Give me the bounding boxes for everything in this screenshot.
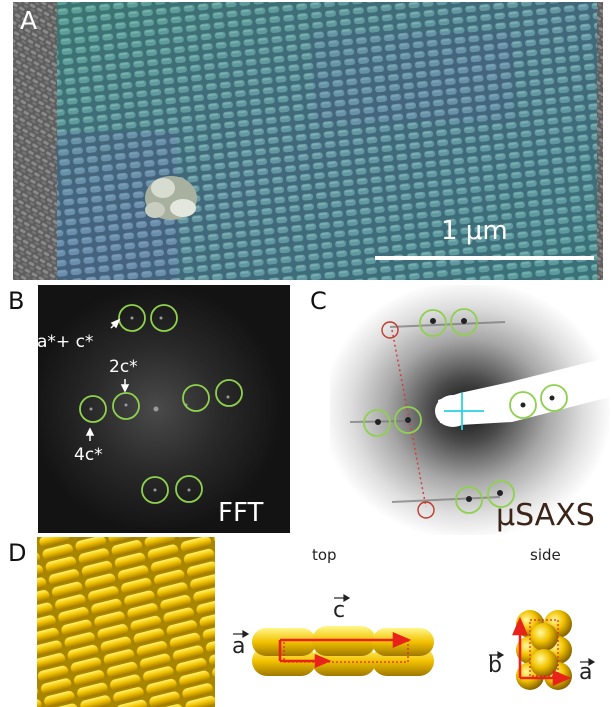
fft-reflection-rings: [79, 304, 243, 504]
vector-a-side-label: a: [579, 660, 593, 685]
lattice-vectors-top: [278, 632, 412, 668]
fft-annot-2c: 2c*: [109, 357, 138, 377]
ring: [182, 384, 210, 412]
saxs-corner-label: μSAXS: [496, 498, 595, 533]
ring: [150, 304, 178, 332]
top-view-diagram: c a: [228, 588, 446, 694]
annotation-arrows: [85, 318, 130, 441]
ring: [118, 304, 146, 332]
scale-bar: [375, 256, 594, 260]
ring: [509, 391, 537, 419]
side-view-title: side: [530, 546, 561, 564]
beam-center-cross: [444, 393, 484, 430]
panel-b-label: B: [8, 287, 25, 315]
lattice-vectors-side: [512, 616, 572, 686]
vector-b-label: b: [488, 653, 502, 678]
panel-b-fft: a*+ c* 2c* 4c* FFT: [38, 285, 290, 533]
dust-particle: [145, 176, 197, 220]
saxs-pattern: [330, 285, 610, 535]
ring: [215, 379, 243, 407]
panel-a-sem-image: 1 μm: [13, 2, 603, 280]
ring: [175, 475, 203, 503]
panel-d-label: D: [8, 539, 27, 567]
fft-annot-a-plus-c: a*+ c*: [38, 332, 94, 352]
panel-a-label: A: [20, 6, 38, 35]
side-view-diagram: b a: [488, 598, 608, 698]
panel-c-saxs: μSAXS: [330, 285, 610, 535]
ring: [112, 392, 140, 420]
ring: [540, 384, 568, 412]
panel-c-label: C: [310, 287, 327, 315]
ring: [141, 476, 169, 504]
fft-pattern: [38, 285, 290, 533]
beamstop: [438, 357, 610, 425]
ring: [394, 406, 422, 434]
rendered-lattice: [37, 537, 215, 707]
ring: [363, 409, 391, 437]
fft-annot-4c: 4c*: [74, 445, 103, 465]
ring: [487, 480, 515, 508]
ring: [79, 395, 107, 423]
scale-bar-label: 1 μm: [441, 216, 508, 246]
top-view-title: top: [312, 546, 337, 564]
vector-a-label: a: [232, 634, 246, 659]
saxs-reflection-rings: [363, 308, 568, 514]
vector-c-label: c: [333, 598, 346, 623]
ring: [419, 309, 447, 337]
ring: [450, 308, 478, 336]
sem-micrograph: [13, 2, 603, 280]
fft-corner-label: FFT: [218, 498, 264, 528]
ring: [455, 486, 483, 514]
